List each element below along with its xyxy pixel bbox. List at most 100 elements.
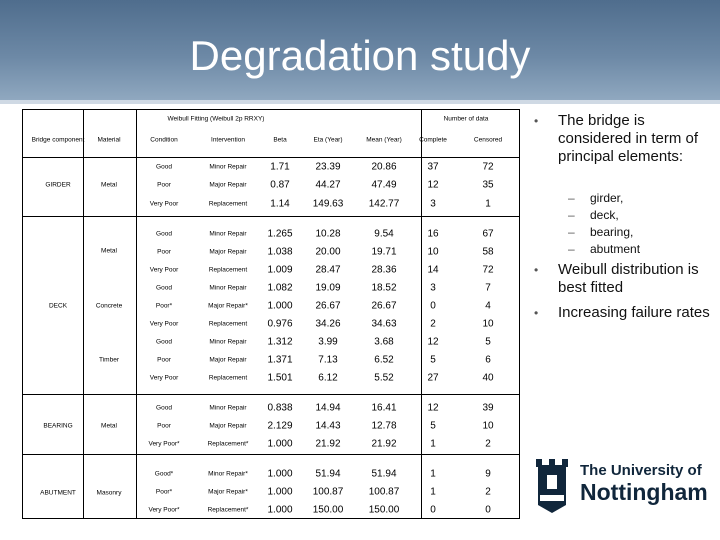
logo-line-1: The University of	[580, 462, 702, 479]
component-label: GIRDER	[45, 181, 71, 189]
cell-censored: 39	[482, 402, 494, 414]
cell-eta: 20.00	[315, 246, 341, 258]
cell-censored: 2	[485, 486, 491, 498]
cell-mean: 34.63	[371, 318, 397, 330]
table-divider	[83, 110, 84, 518]
cell-intervention: Replacement	[208, 374, 248, 382]
cell-censored: 4	[485, 300, 491, 312]
cell-eta: 44.27	[315, 179, 341, 191]
sub-bullet-text: girder,	[590, 191, 624, 205]
cell-intervention: Major Repair	[209, 422, 247, 430]
cell-beta: 0.976	[267, 318, 293, 330]
column-header: Mean (Year)	[366, 136, 402, 144]
cell-mean: 19.71	[371, 246, 397, 258]
cell-mean: 12.78	[371, 420, 397, 432]
table-divider	[23, 454, 519, 455]
cell-mean: 26.67	[371, 300, 397, 312]
logo-line-2: Nottingham	[580, 479, 708, 505]
cell-beta: 1.265	[267, 228, 293, 240]
table-divider	[136, 110, 137, 518]
cell-complete: 0	[430, 504, 436, 516]
cell-condition: Poor*	[155, 488, 173, 496]
cell-beta: 0.87	[270, 179, 290, 191]
cell-eta: 51.94	[315, 468, 341, 480]
castle-crest-icon	[536, 459, 568, 513]
cell-mean: 150.00	[368, 504, 400, 516]
bullet-dot-icon: •	[534, 306, 539, 320]
cell-eta: 23.39	[315, 161, 341, 173]
bullet-dot-icon: •	[534, 114, 539, 128]
cell-censored: 2	[485, 438, 491, 450]
cell-condition: Good	[156, 163, 172, 171]
cell-intervention: Minor Repair	[209, 284, 247, 292]
cell-complete: 12	[427, 336, 439, 348]
cell-mean: 21.92	[371, 438, 397, 450]
cell-beta: 1.312	[267, 336, 293, 348]
cell-complete: 16	[427, 228, 439, 240]
table-divider	[421, 110, 422, 518]
cell-censored: 58	[482, 246, 494, 258]
cell-intervention: Minor Repair*	[208, 470, 248, 478]
cell-condition: Good	[156, 404, 172, 412]
cell-beta: 1.71	[270, 161, 290, 173]
cell-censored: 1	[485, 198, 491, 210]
number-group-header: Number of data	[443, 115, 489, 123]
cell-condition: Poor	[157, 181, 171, 189]
cell-condition: Very Poor*	[148, 506, 180, 514]
cell-censored: 10	[482, 318, 494, 330]
cell-mean: 47.49	[371, 179, 397, 191]
cell-intervention: Minor Repair	[209, 338, 247, 346]
cell-intervention: Major Repair*	[208, 302, 248, 310]
cell-beta: 1.000	[267, 438, 293, 450]
cell-eta: 21.92	[315, 438, 341, 450]
material-label: Concrete	[95, 302, 123, 310]
cell-condition: Poor*	[155, 302, 173, 310]
cell-beta: 1.000	[267, 468, 293, 480]
cell-complete: 10	[427, 246, 439, 258]
cell-beta: 1.14	[270, 198, 290, 210]
cell-censored: 40	[482, 372, 494, 384]
cell-beta: 1.082	[267, 282, 293, 294]
dash-icon: –	[568, 208, 575, 222]
cell-beta: 0.838	[267, 402, 293, 414]
bullet-text: The bridge is considered in term of prin…	[558, 112, 699, 165]
cell-censored: 67	[482, 228, 494, 240]
cell-intervention: Replacement	[208, 320, 248, 328]
cell-mean: 20.86	[371, 161, 397, 173]
cell-condition: Very Poor	[149, 320, 179, 328]
cell-intervention: Major Repair	[209, 248, 247, 256]
cell-complete: 12	[427, 402, 439, 414]
cell-mean: 9.54	[374, 228, 394, 240]
cell-condition: Poor	[157, 422, 171, 430]
cell-complete: 14	[427, 264, 439, 276]
cell-mean: 5.52	[374, 372, 394, 384]
cell-condition: Very Poor*	[148, 440, 180, 448]
cell-complete: 1	[430, 486, 436, 498]
cell-eta: 7.13	[318, 354, 338, 366]
bullet-dot-icon: •	[534, 263, 539, 277]
cell-mean: 100.87	[368, 486, 400, 498]
title-banner	[0, 0, 720, 104]
cell-eta: 3.99	[318, 336, 338, 348]
table-divider	[23, 157, 519, 158]
cell-censored: 9	[485, 468, 491, 480]
university-logo: The University of Nottingham	[528, 455, 714, 517]
cell-condition: Very Poor	[149, 200, 179, 208]
cell-censored: 35	[482, 179, 494, 191]
cell-complete: 12	[427, 179, 439, 191]
cell-complete: 1	[430, 468, 436, 480]
cell-mean: 142.77	[368, 198, 400, 210]
cell-intervention: Major Repair	[209, 181, 247, 189]
component-label: DECK	[48, 302, 68, 310]
cell-mean: 6.52	[374, 354, 394, 366]
material-label: Metal	[101, 181, 117, 189]
weibull-table: Weibull Fitting (Weibull 2p RRXY) Number…	[22, 109, 520, 519]
cell-intervention: Minor Repair	[209, 163, 247, 171]
column-header: Complete	[419, 136, 447, 144]
cell-complete: 37	[427, 161, 439, 173]
cell-intervention: Minor Repair	[209, 230, 247, 238]
cell-intervention: Major Repair*	[208, 488, 248, 496]
column-header: Eta (Year)	[313, 136, 343, 144]
cell-complete: 1	[430, 438, 436, 450]
cell-censored: 0	[485, 504, 491, 516]
